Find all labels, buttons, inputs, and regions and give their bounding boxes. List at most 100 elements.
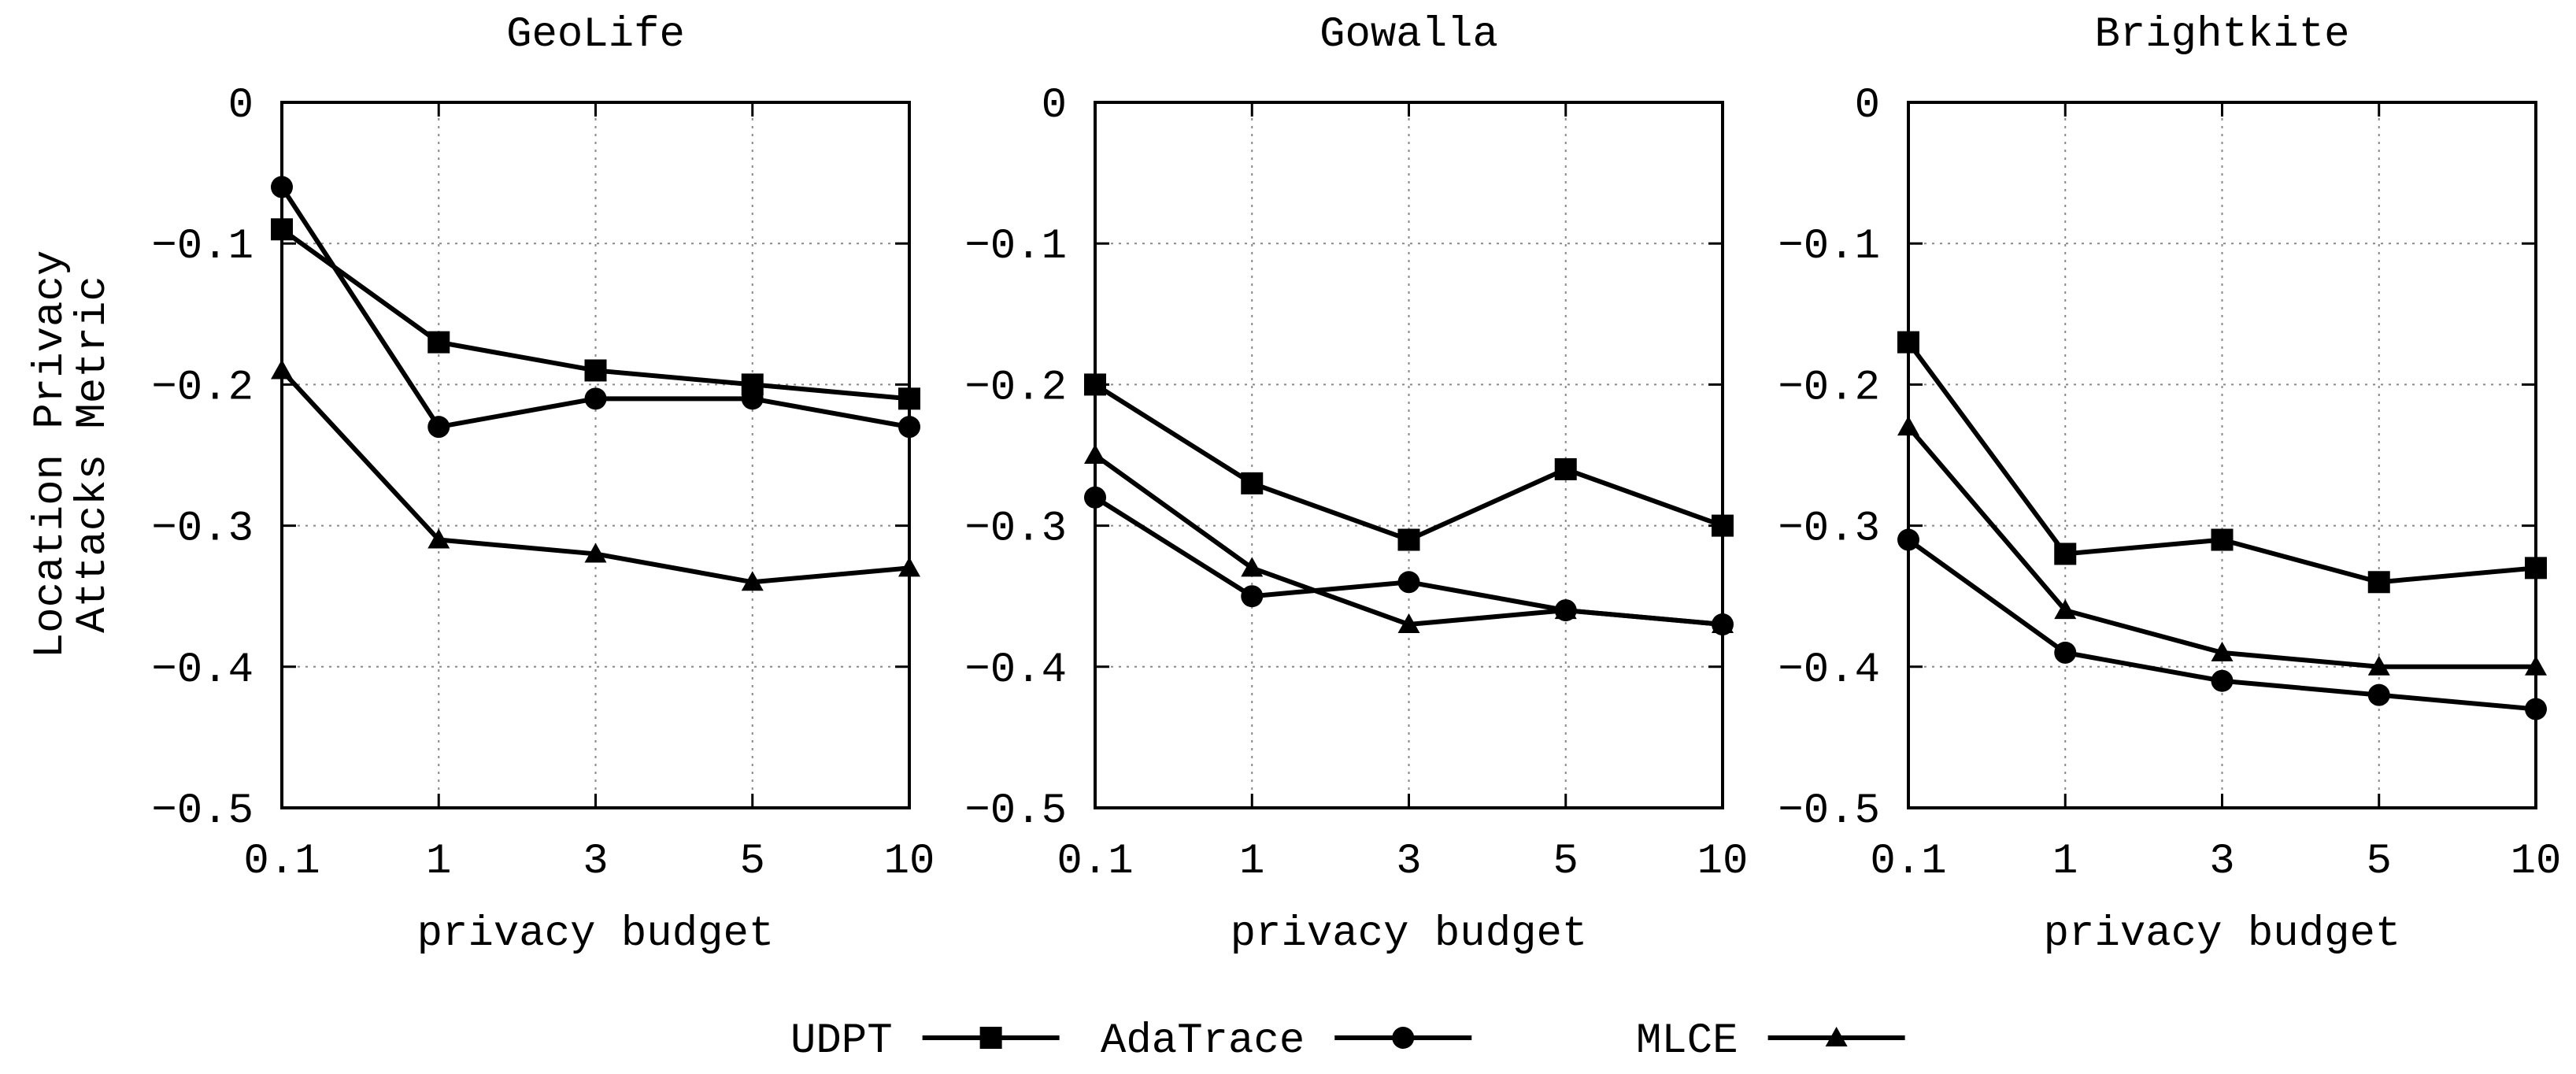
y-tick-label: −0.4 [151, 646, 254, 694]
plot-frame [280, 101, 911, 809]
data-point-mlce [584, 543, 607, 563]
x-tick-label: 0.1 [1057, 838, 1133, 886]
y-tick-label: −0.2 [151, 364, 254, 412]
legend-marker [979, 1027, 1002, 1049]
data-point-mlce [427, 528, 450, 549]
panel-title: Brightkite [2094, 11, 2349, 59]
y-tick-label: 0 [1042, 82, 1067, 130]
plot-frame [1907, 101, 2537, 809]
data-point-udpt [271, 218, 293, 241]
y-tick-label: −0.1 [964, 223, 1067, 271]
data-point-udpt [584, 359, 607, 382]
x-tick-label: 10 [1697, 838, 1749, 886]
y-tick-label: −0.5 [1778, 787, 1880, 835]
legend-item-mlce: MLCE [1636, 1017, 1905, 1065]
data-point-mlce [898, 557, 920, 577]
data-point-udpt [2525, 557, 2547, 580]
y-tick-label: −0.1 [1778, 223, 1880, 271]
data-point-udpt [1897, 331, 1919, 354]
series-mlce [1897, 416, 2547, 676]
series-line-udpt [1094, 382, 1724, 543]
data-point-mlce [1084, 444, 1106, 464]
data-point-adatrace [1241, 585, 1264, 608]
data-point-mlce [271, 359, 293, 380]
data-point-adatrace [271, 176, 293, 198]
y-tick-label: −0.5 [964, 787, 1067, 835]
data-point-adatrace [1084, 486, 1106, 509]
data-point-adatrace [2054, 641, 2077, 664]
legend: UDPT AdaTrace MLCE [790, 1017, 1905, 1065]
data-point-mlce [1397, 613, 1420, 634]
data-point-udpt [2211, 528, 2234, 551]
y-axis-title: Location Privacy Attacks Metric [27, 250, 117, 658]
y-tick-label: 0 [1855, 82, 1880, 130]
y-tick-label: −0.3 [964, 506, 1067, 554]
panel-title: Gowalla [1319, 11, 1498, 59]
y-axis-title-line-2: Attacks Metric [69, 276, 117, 633]
x-tick-label: 5 [1553, 838, 1579, 886]
y-tick-label: −0.3 [1778, 506, 1880, 554]
series-mlce [271, 359, 920, 591]
x-tick-label: 1 [1239, 838, 1264, 886]
data-point-udpt [2054, 543, 2077, 565]
data-point-adatrace [584, 387, 607, 410]
legend-marker [1392, 1027, 1415, 1049]
data-point-mlce [1554, 599, 1577, 620]
data-point-adatrace [1897, 528, 1919, 551]
legend-item-udpt: UDPT [790, 1017, 1060, 1065]
x-axis-label: privacy budget [1231, 910, 1588, 958]
data-point-udpt [1241, 472, 1264, 494]
panel-title: GeoLife [506, 11, 685, 59]
y-tick-label: −0.5 [151, 787, 254, 835]
data-point-udpt [1084, 373, 1106, 396]
x-tick-label: 10 [884, 838, 935, 886]
x-tick-label: 3 [2209, 838, 2234, 886]
data-point-udpt [2367, 571, 2390, 594]
y-axis-title-line-1: Location Privacy [27, 250, 75, 658]
y-tick-label: −0.1 [151, 223, 254, 271]
x-tick-label: 10 [2511, 838, 2562, 886]
x-tick-label: 1 [426, 838, 451, 886]
y-tick-label: 0 [228, 82, 254, 130]
series-adatrace [271, 176, 920, 439]
data-point-adatrace [427, 416, 450, 439]
chart-panel-2: Gowalla 0 −0.1 −0.2 −0.3 −0.4 −0.50.1 1 3 5 10 priv… [964, 11, 1748, 958]
y-tick-label: −0.4 [1778, 646, 1880, 694]
chart-panel-3: Brightkite 0 −0.1 −0.2 −0.3 −0.4 −0.50.1 1 3 5 10 p… [1778, 11, 2561, 958]
chart-panel-1: GeoLife 0 −0.1 −0.2 −0.3 −0.4 −0.50.1 1 3 5 10 priv… [151, 11, 935, 958]
data-point-adatrace [2367, 683, 2390, 706]
legend-label: AdaTrace [1101, 1017, 1305, 1065]
data-point-udpt [1397, 528, 1420, 551]
x-axis-label: privacy budget [417, 910, 775, 958]
data-point-mlce [1241, 557, 1264, 577]
data-point-udpt [898, 387, 920, 410]
series-udpt [271, 218, 920, 410]
data-point-udpt [1712, 514, 1734, 537]
data-point-adatrace [741, 387, 764, 410]
data-point-mlce [2525, 655, 2547, 676]
y-tick-label: −0.4 [964, 646, 1067, 694]
x-tick-label: 3 [1396, 838, 1421, 886]
series-udpt [1897, 331, 2547, 594]
y-tick-label: −0.2 [1778, 364, 1880, 412]
x-tick-label: 5 [740, 838, 765, 886]
data-point-adatrace [898, 416, 920, 439]
series-adatrace [1897, 528, 2547, 720]
series-udpt [1084, 373, 1734, 551]
data-point-mlce [2054, 599, 2077, 620]
data-point-mlce [741, 571, 764, 591]
data-point-adatrace [1397, 571, 1420, 594]
x-tick-label: 3 [583, 838, 608, 886]
data-point-mlce [2211, 641, 2234, 661]
legend-label: MLCE [1636, 1017, 1738, 1065]
data-point-mlce [1897, 416, 1919, 436]
legend-item-adatrace: AdaTrace [1101, 1017, 1472, 1065]
x-axis-label: privacy budget [2044, 910, 2401, 958]
x-tick-label: 5 [2367, 838, 2392, 886]
x-tick-label: 0.1 [1870, 838, 1946, 886]
data-point-mlce [2367, 655, 2390, 676]
data-point-udpt [1554, 457, 1577, 480]
data-point-udpt [427, 331, 450, 354]
